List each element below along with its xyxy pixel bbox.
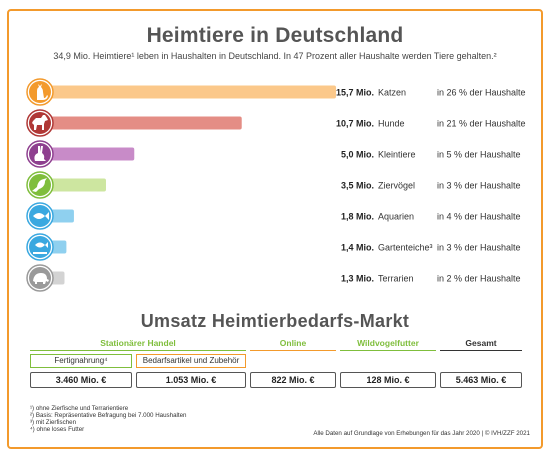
category-label-7: Terrarien <box>378 274 414 284</box>
bar-3 <box>40 147 135 161</box>
value-label-3: 5,0 Mio. <box>341 150 374 160</box>
market-title: Umsatz Heimtierbedarfs-Markt <box>140 311 410 331</box>
value-wildbird: 128 Mio. € <box>340 372 436 388</box>
wildbird-divider <box>340 350 436 351</box>
page-title: Heimtiere in Deutschland <box>146 24 404 47</box>
pond-fish-icon <box>26 233 54 261</box>
household-share-7: in 2 % der Haushalte <box>437 274 521 284</box>
rabbit-icon <box>26 140 54 168</box>
household-share-4: in 3 % der Haushalte <box>437 181 521 191</box>
value-label-4: 3,5 Mio. <box>341 181 374 191</box>
column-stationary-header: Stationärer Handel <box>100 338 176 348</box>
footnote-1: ¹) ohne Zierfische und Terrarientiere <box>30 405 129 412</box>
source-note: Alle Daten auf Grundlage von Erhebungen … <box>313 430 530 437</box>
bar-2 <box>40 116 242 130</box>
total-divider <box>440 350 522 351</box>
household-share-3: in 5 % der Haushalte <box>437 150 521 160</box>
value-total: 5.463 Mio. € <box>440 372 522 388</box>
footnote-3: ³) mit Zierfischen <box>30 419 77 426</box>
page-subtitle: 34,9 Mio. Heimtiere¹ leben in Haushalten… <box>53 51 497 61</box>
cat-icon <box>26 78 54 106</box>
footnote-4: ⁴) ohne loses Futter <box>30 426 85 433</box>
column-wildbird-header: Wildvogelfutter <box>357 338 419 348</box>
bird-icon <box>26 171 54 199</box>
column-online-header: Online <box>279 338 307 348</box>
dog-icon <box>26 109 54 137</box>
sub-column-food: Fertignahrung⁴ <box>30 354 132 368</box>
sub-column-accessories: Bedarfsartikel und Zubehör <box>136 354 246 368</box>
value-food: 3.460 Mio. € <box>30 372 132 388</box>
pets-bar-chart: 15,7 Mio. Katzen in 26 % der Haushalte 10,7… <box>26 78 526 292</box>
category-label-6: Gartenteiche³ <box>378 243 433 253</box>
value-label-6: 1,4 Mio. <box>341 243 374 253</box>
category-label-3: Kleintiere <box>378 150 416 160</box>
category-label-1: Katzen <box>378 88 406 98</box>
value-label-5: 1,8 Mio. <box>341 212 374 222</box>
household-share-1: in 26 % der Haushalte <box>437 88 526 98</box>
category-label-5: Aquarien <box>378 212 414 222</box>
household-share-5: in 4 % der Haushalte <box>437 212 521 222</box>
category-label-4: Ziervögel <box>378 181 415 191</box>
stationary-divider <box>30 350 246 351</box>
fish-icon <box>26 202 54 230</box>
value-accessories: 1.053 Mio. € <box>136 372 246 388</box>
value-label-1: 15,7 Mio. <box>336 88 374 98</box>
bar-1 <box>40 85 336 99</box>
value-label-7: 1,3 Mio. <box>341 274 374 284</box>
turtle-icon <box>26 264 54 292</box>
online-divider <box>250 350 336 351</box>
column-total-header: Gesamt <box>465 338 497 348</box>
household-share-2: in 21 % der Haushalte <box>437 119 526 129</box>
footnote-2: ²) Basis: Repräsentative Befragung bei 7… <box>30 412 187 419</box>
value-label-2: 10,7 Mio. <box>336 119 374 129</box>
bar-4 <box>40 178 106 192</box>
category-label-2: Hunde <box>378 119 405 129</box>
value-online: 822 Mio. € <box>250 372 336 388</box>
household-share-6: in 3 % der Haushalte <box>437 243 521 253</box>
